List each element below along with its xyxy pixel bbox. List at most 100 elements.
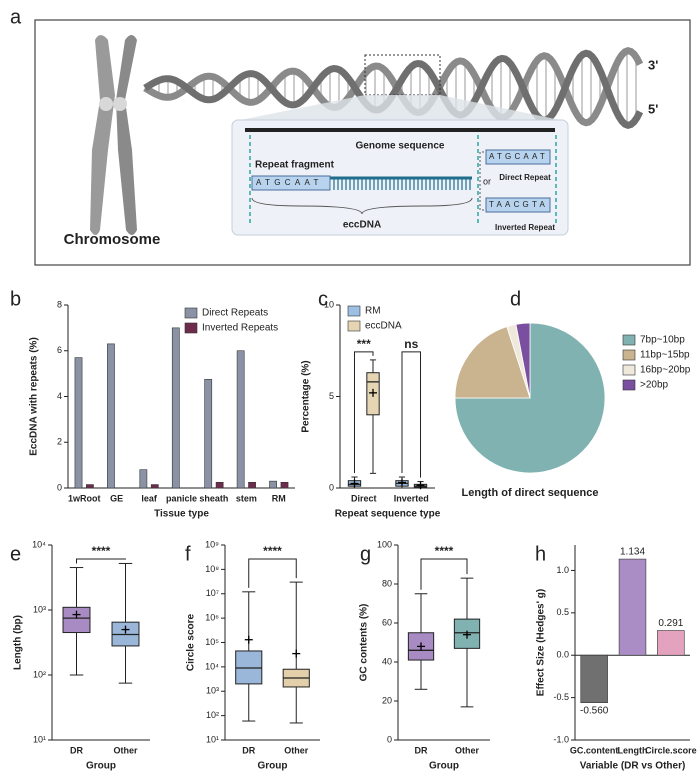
bracket bbox=[353, 351, 374, 474]
bar bbox=[107, 343, 115, 489]
x-axis-label: Group bbox=[429, 761, 459, 772]
sequence-box bbox=[485, 149, 551, 165]
y-tick-label: 80 bbox=[382, 578, 392, 588]
y-tick-label: 5 bbox=[329, 391, 334, 401]
bar bbox=[139, 469, 148, 489]
x-tick-label: Inverted bbox=[394, 493, 429, 503]
bracket bbox=[248, 558, 297, 588]
y-tick-label: 1.0 bbox=[556, 565, 569, 575]
y-tick-label: 6 bbox=[57, 345, 62, 355]
panel-label: a bbox=[10, 6, 22, 28]
sequence-box bbox=[251, 175, 331, 191]
legend-label: 7bp~10bp bbox=[640, 335, 685, 346]
bar bbox=[150, 484, 159, 489]
y-tick-label: 10³ bbox=[206, 686, 219, 696]
fragment-label: Repeat fragment bbox=[255, 160, 335, 171]
bar bbox=[204, 379, 213, 489]
y-tick-label: 0.0 bbox=[556, 650, 569, 660]
legend-swatch bbox=[347, 320, 361, 332]
y-axis-label: Percentage (%) bbox=[301, 360, 312, 432]
legend-swatch bbox=[184, 322, 198, 334]
bar bbox=[580, 654, 608, 703]
x-axis-label: Group bbox=[86, 761, 116, 772]
legend-label: Direct Repeats bbox=[202, 308, 268, 319]
y-axis-label: Effect Size (Hedges' g) bbox=[536, 589, 547, 696]
y-tick-label: 10⁸ bbox=[205, 564, 219, 574]
legend-label: >20bp bbox=[640, 380, 669, 391]
centromere bbox=[99, 97, 113, 111]
bar bbox=[74, 357, 83, 489]
legend-label: 11bp~15bp bbox=[640, 350, 690, 361]
annotation: **** bbox=[263, 544, 282, 558]
chromatid bbox=[90, 35, 115, 235]
y-tick-label: 10² bbox=[206, 710, 219, 720]
zoom bbox=[240, 95, 560, 120]
bracket bbox=[76, 558, 126, 564]
x-tick-label: sheath bbox=[199, 493, 228, 503]
legend-swatch bbox=[622, 364, 636, 376]
x-tick-label: Other bbox=[284, 745, 309, 755]
panel-label: f bbox=[185, 543, 191, 565]
x-tick-label: 1wRoot bbox=[68, 493, 101, 503]
or-label: or bbox=[483, 176, 491, 186]
x-tick-label: GC.content bbox=[570, 745, 619, 755]
legend-swatch bbox=[622, 349, 636, 361]
inverted-label: Inverted Repeat bbox=[495, 223, 555, 232]
x-tick-label: Other bbox=[113, 745, 138, 755]
chromosome-label: Chromosome bbox=[64, 231, 161, 248]
x-tick-label: DR bbox=[242, 745, 255, 755]
legend-swatch bbox=[347, 305, 361, 317]
pie-slice bbox=[515, 322, 531, 399]
y-tick-label: 0 bbox=[329, 482, 334, 492]
y-tick-label: 10⁴ bbox=[32, 539, 46, 549]
x-tick-label: DR bbox=[70, 745, 83, 755]
y-tick-label: 10³ bbox=[33, 604, 46, 614]
sequence-box bbox=[485, 197, 551, 213]
y-tick-label: 10¹ bbox=[206, 734, 219, 744]
y-axis-label: Length (bp) bbox=[13, 615, 24, 670]
eccdna-label: eccDNA bbox=[343, 220, 381, 231]
end-label: 3' bbox=[648, 57, 658, 72]
x-tick-label: RM bbox=[272, 493, 286, 503]
y-tick-label: 20 bbox=[382, 695, 392, 705]
bar bbox=[236, 350, 245, 489]
panel-label: g bbox=[360, 543, 371, 565]
centromere bbox=[113, 97, 127, 111]
x-axis-label: Repeat sequence type bbox=[335, 509, 441, 520]
x-tick-label: Other bbox=[455, 745, 480, 755]
bar bbox=[248, 481, 256, 489]
annotation: **** bbox=[92, 544, 111, 558]
end-label: 5' bbox=[648, 101, 658, 116]
legend-swatch bbox=[184, 307, 198, 319]
y-tick-label: 100 bbox=[377, 539, 392, 549]
chromatid bbox=[116, 35, 137, 235]
x-tick-label: leaf bbox=[141, 493, 158, 503]
x-tick-label: Circle.score bbox=[645, 745, 697, 755]
bar bbox=[171, 327, 180, 489]
bar bbox=[269, 480, 277, 489]
value-label: -0.560 bbox=[580, 705, 609, 716]
comb bbox=[333, 178, 471, 190]
sequence: TAACGTA bbox=[489, 200, 548, 209]
panel-label: d bbox=[510, 288, 521, 310]
x-axis-label: Group bbox=[258, 761, 288, 772]
x-axis-label: Variable (DR vs Other) bbox=[580, 761, 686, 772]
y-tick-label: 40 bbox=[382, 656, 392, 666]
y-tick-label: 0.5 bbox=[556, 607, 569, 617]
annotation: **** bbox=[435, 544, 454, 558]
legend-swatch bbox=[622, 334, 636, 346]
x-tick-label: stem bbox=[236, 493, 257, 503]
x-tick-label: Length bbox=[618, 745, 648, 755]
y-tick-label: 10⁶ bbox=[205, 613, 219, 623]
y-tick-label: 2 bbox=[57, 437, 62, 447]
legend-label: Inverted Repeats bbox=[202, 323, 278, 334]
bracket bbox=[401, 351, 422, 478]
chart-title: Length of direct sequence bbox=[462, 487, 599, 499]
value-label: 0.291 bbox=[658, 618, 683, 629]
box bbox=[62, 606, 91, 634]
x-tick-label: Direct bbox=[351, 493, 377, 503]
x-tick-label: GE bbox=[110, 493, 123, 503]
panel-a: a Chromosome 3' 5' Genome sequence Repea… bbox=[10, 6, 691, 266]
brace bbox=[251, 197, 473, 215]
